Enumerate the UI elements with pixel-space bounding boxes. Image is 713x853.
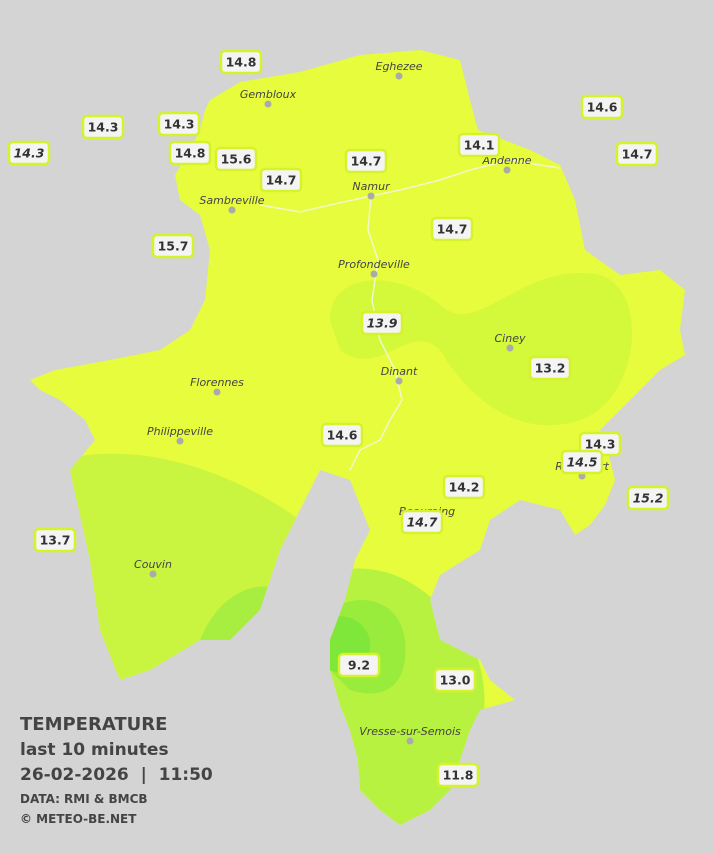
station-value: 14.6 — [327, 428, 358, 443]
station-value: 11.8 — [443, 768, 474, 783]
station-box — [344, 148, 388, 174]
station-value: 14.5 — [567, 455, 598, 470]
place-name: Profondeville — [338, 258, 410, 271]
station-box — [219, 49, 263, 75]
station-value: 14.3 — [14, 146, 45, 161]
station-value: 13.0 — [440, 673, 471, 688]
station-box — [151, 233, 195, 259]
station-value: 15.7 — [158, 239, 189, 254]
place-name: Philippeville — [147, 425, 213, 438]
station-box — [7, 140, 51, 166]
place-dot — [506, 344, 514, 352]
station-value: 14.7 — [622, 147, 653, 162]
legend-title: TEMPERATURE — [20, 714, 167, 735]
river — [349, 195, 403, 471]
place-dot — [395, 377, 403, 385]
place-dot — [264, 100, 272, 108]
place-name: Namur — [352, 180, 391, 193]
place-name: Gembloux — [240, 88, 297, 101]
legend-datetime: 26-02-2026 | 11:50 — [20, 765, 213, 785]
station-box — [320, 422, 364, 448]
place-dot — [228, 206, 236, 214]
place-dot — [395, 72, 403, 80]
place-name: Sambreville — [199, 194, 264, 207]
place-name: Eghezee — [376, 60, 423, 73]
station-box — [259, 167, 303, 193]
station-value: 14.8 — [226, 55, 257, 70]
station-box — [457, 132, 501, 158]
station-value: 14.3 — [88, 120, 119, 135]
station-box — [168, 140, 212, 166]
river — [259, 159, 561, 213]
place-name: Vresse-sur-Semois — [359, 725, 461, 738]
station-value: 15.2 — [633, 491, 664, 506]
station-box — [360, 310, 404, 336]
station-value: 14.7 — [437, 222, 468, 237]
legend-source: DATA: RMI & BMCB — [20, 792, 148, 806]
station-box — [560, 449, 604, 475]
station-box — [528, 355, 572, 381]
place-name: Dinant — [381, 365, 418, 378]
station-value: 14.1 — [464, 138, 495, 153]
station-value: 13.9 — [367, 316, 398, 331]
place-dot — [370, 270, 378, 278]
station-value: 14.3 — [585, 437, 616, 452]
station-value: 14.8 — [175, 146, 206, 161]
station-box — [81, 114, 125, 140]
station-box — [433, 667, 477, 693]
station-value: 15.6 — [221, 152, 252, 167]
station-box — [580, 94, 624, 120]
station-box — [400, 509, 444, 535]
station-value: 14.7 — [351, 154, 382, 169]
place-dot — [149, 570, 157, 578]
station-value: 14.6 — [587, 100, 618, 115]
place-name: Florennes — [190, 376, 244, 389]
station-value: 13.7 — [40, 533, 71, 548]
station-box — [157, 111, 201, 137]
station-box — [615, 141, 659, 167]
station-value: 9.2 — [348, 658, 370, 673]
place-name: Ciney — [495, 332, 526, 345]
legend-subtitle: last 10 minutes — [20, 740, 169, 760]
station-value: 14.7 — [407, 515, 438, 530]
station-value: 13.2 — [535, 361, 566, 376]
station-value: 14.7 — [266, 173, 297, 188]
legend: TEMPERATURE last 10 minutes 26-02-2026 |… — [20, 714, 213, 826]
station-box — [436, 762, 480, 788]
station-value: 14.2 — [449, 480, 480, 495]
legend-copyright: © METEO-BE.NET — [20, 812, 137, 826]
place-dot — [213, 388, 221, 396]
place-dot — [176, 437, 184, 445]
station-value: 14.3 — [164, 117, 195, 132]
station-box — [337, 652, 381, 678]
place-dot — [503, 166, 511, 174]
station-box — [33, 527, 77, 553]
station-box — [214, 146, 258, 172]
station-box — [442, 474, 486, 500]
place-name: Couvin — [134, 558, 172, 571]
station-box — [430, 216, 474, 242]
station-box — [626, 485, 670, 511]
place-dot — [406, 737, 414, 745]
place-dot — [367, 192, 375, 200]
